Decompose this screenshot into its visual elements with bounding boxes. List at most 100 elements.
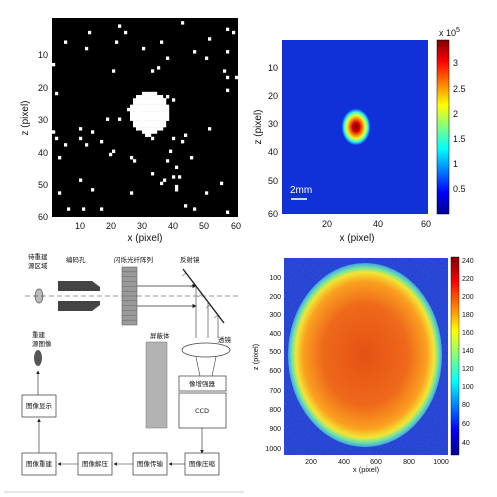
y-tick: 20: [38, 83, 48, 93]
white-pixel: [154, 127, 158, 131]
white-pixel: [160, 123, 164, 128]
white-pixel: [142, 95, 146, 99]
white-pixel: [139, 107, 143, 112]
white-pixel: [157, 117, 161, 121]
white-pixel: [166, 104, 170, 109]
white-pixel: [136, 104, 140, 109]
x-tick: 20: [106, 221, 116, 231]
y-tick: 30: [268, 119, 278, 129]
cbar-tick: 220: [462, 276, 474, 283]
white-pixel: [151, 69, 155, 73]
white-pixel: [163, 117, 167, 121]
white-pixel: [157, 98, 161, 102]
cbar-tick: 1: [453, 159, 458, 169]
white-pixel: [79, 136, 83, 141]
ccd-box: [178, 392, 227, 429]
white-pixel: [151, 91, 155, 96]
x-tick: 60: [231, 221, 241, 231]
y-tick: 50: [38, 180, 48, 190]
white-pixel: [142, 117, 146, 121]
white-pixel: [151, 117, 155, 121]
cbar-tick: 40: [462, 440, 470, 447]
scintillation-fiber-array: [121, 266, 138, 326]
label-image-recon: 图像重建: [26, 459, 53, 468]
white-pixel: [151, 107, 155, 112]
white-pixel: [100, 139, 104, 144]
panel-d-flatfield-image: 240 220 200 180 160 140 120 100 80 60 40…: [251, 256, 474, 474]
white-pixel: [157, 104, 161, 109]
white-pixel: [85, 46, 89, 51]
y-tick: 300: [269, 312, 281, 319]
white-pixel: [79, 178, 83, 182]
white-pixel: [154, 114, 158, 118]
white-pixel: [172, 136, 176, 141]
cbar-tick: 3: [453, 58, 458, 68]
white-pixel: [91, 188, 95, 192]
white-pixel: [145, 117, 149, 121]
white-pixel: [160, 127, 164, 131]
white-pixel: [148, 111, 152, 115]
white-pixel: [154, 111, 158, 115]
white-pixel: [175, 188, 179, 192]
label-source-region-2: 源区域: [28, 261, 48, 270]
cbar-tick: 0.5: [453, 184, 466, 194]
white-pixel: [166, 56, 170, 60]
white-pixel: [136, 120, 140, 125]
white-pixel: [151, 130, 155, 134]
white-pixel: [148, 127, 152, 131]
white-pixel: [178, 175, 182, 179]
white-pixel: [154, 123, 158, 128]
mirror-hatch: [181, 272, 187, 277]
white-pixel: [157, 120, 161, 125]
white-pixel: [184, 133, 188, 137]
white-pixel: [208, 37, 212, 41]
label-image-transmit: 图像传输: [137, 459, 164, 468]
y-tick: 100: [269, 275, 281, 282]
white-pixel: [85, 143, 89, 147]
white-pixel: [139, 117, 143, 121]
label-lens: 透镜: [218, 335, 232, 344]
white-pixel: [163, 178, 167, 182]
panel-b-colorbar: [436, 39, 450, 215]
white-pixel: [145, 101, 149, 105]
panel-d-y-label: z (pixel): [251, 343, 260, 370]
label-recon-source-1: 重建: [32, 330, 46, 339]
label-image-decompress: 图像解压: [82, 459, 109, 468]
white-pixel: [160, 98, 164, 102]
white-pixel: [163, 104, 167, 109]
white-pixel: [148, 101, 152, 105]
panel-b-colorbar-exponent: x 105: [439, 27, 460, 38]
white-pixel: [160, 181, 164, 186]
label-ccd: CCD: [195, 407, 209, 415]
white-pixel: [235, 75, 239, 80]
white-pixel: [160, 114, 164, 118]
panel-d-colorbar: [450, 256, 460, 456]
white-pixel: [148, 117, 152, 121]
white-pixel: [154, 101, 158, 105]
panel-d-colorbar-ticks: 240 220 200 180 160 140 120 100 80 60 40: [462, 258, 474, 447]
white-pixel: [151, 123, 155, 128]
white-pixel: [157, 107, 161, 112]
white-pixel: [160, 111, 164, 115]
white-pixel: [163, 114, 167, 118]
label-source-region-1: 待重建: [28, 252, 48, 261]
white-pixel: [136, 101, 140, 105]
white-pixel: [142, 130, 146, 134]
white-pixel: [58, 156, 62, 160]
white-pixel: [133, 104, 137, 109]
white-pixel: [205, 56, 209, 60]
white-pixel: [151, 136, 155, 141]
y-tick: 900: [269, 426, 281, 433]
white-pixel: [148, 123, 152, 128]
x-tick: 20: [322, 219, 332, 229]
white-pixel: [166, 114, 170, 118]
cbar-tick: 200: [462, 294, 474, 301]
ray-lens-1: [195, 356, 201, 377]
white-pixel: [139, 95, 143, 99]
mirror-hatch: [197, 293, 203, 298]
white-pixel: [154, 95, 158, 99]
white-pixel: [157, 114, 161, 118]
reflection-mirror: [182, 268, 225, 324]
white-pixel: [181, 21, 185, 25]
white-pixel: [154, 91, 158, 96]
